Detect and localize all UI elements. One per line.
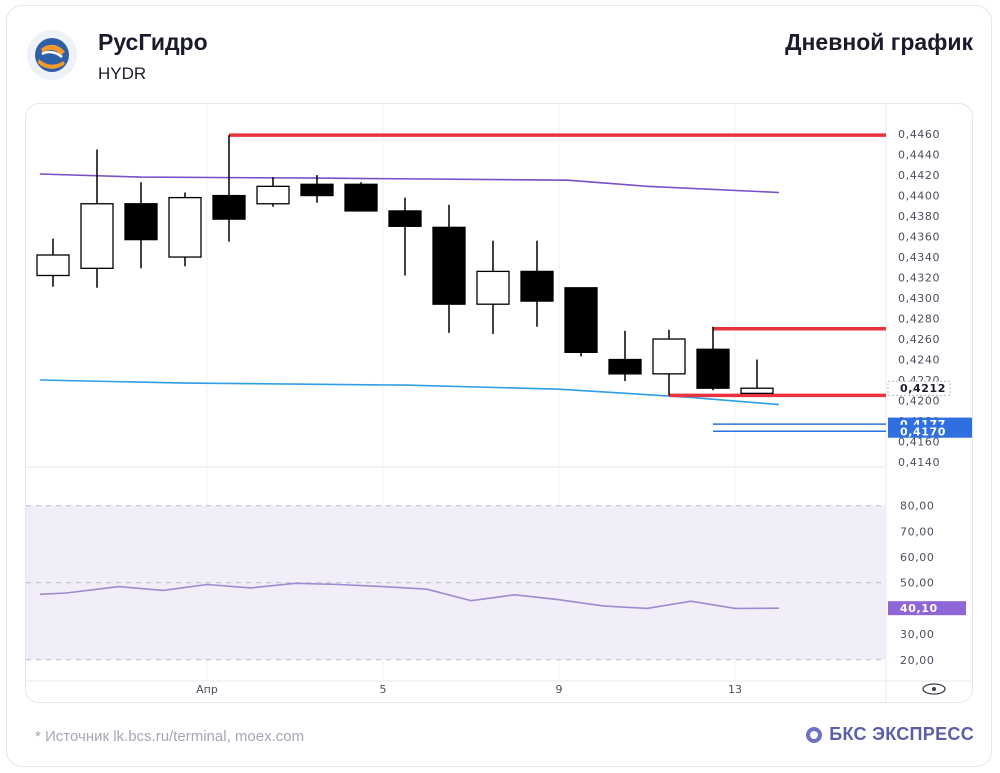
y-tick-label: 0,4160	[898, 436, 940, 449]
candle[interactable]	[608, 330, 642, 382]
header: РусГидро HYDR Дневной график	[0, 0, 1000, 100]
price-chart[interactable]: 0,4460 0,4440 0,4420 0,4400 0,4380 0,4360 0,43…	[26, 104, 973, 703]
candle-body-down	[564, 287, 598, 353]
rsi-tick-label: 50,00	[900, 577, 935, 590]
candle[interactable]	[520, 240, 554, 327]
chart-period-title: Дневной график	[785, 29, 973, 55]
rsi-tick-label: 30,00	[900, 628, 935, 641]
source-note: * Источник lk.bcs.ru/terminal, moex.com	[35, 728, 305, 745]
support-level-badge	[888, 424, 972, 438]
candle[interactable]	[344, 182, 378, 212]
candle-body-down	[388, 210, 422, 227]
y-tick-label: 0,4320	[898, 272, 940, 285]
ticker-symbol: HYDR	[98, 64, 147, 83]
candle[interactable]	[476, 240, 510, 334]
y-tick-label: 0,4420	[898, 169, 940, 182]
y-tick-label: 0,4340	[898, 251, 940, 264]
y-tick-label: 0,4260	[898, 333, 940, 346]
candle-body-up	[740, 387, 774, 394]
candle-body-up	[36, 254, 70, 277]
candle[interactable]	[388, 197, 422, 276]
y-tick-label: 0,4240	[898, 354, 940, 367]
moving-average-lower	[39, 379, 780, 406]
rsi-tick-label: 70,00	[900, 525, 935, 538]
current-price-label: 0,4212	[900, 382, 946, 395]
candle-body-down	[300, 183, 334, 197]
candle[interactable]	[80, 149, 114, 288]
candle[interactable]	[36, 238, 70, 287]
candle[interactable]	[300, 175, 334, 203]
x-tick-label: 13	[728, 683, 742, 696]
candle-body-down	[432, 226, 466, 305]
rsi-tick-label: 80,00	[900, 500, 935, 513]
candle[interactable]	[124, 182, 158, 269]
candle[interactable]	[212, 135, 246, 242]
current-price-badge	[887, 380, 951, 396]
rsi-line	[39, 582, 780, 610]
eye-outline	[922, 683, 946, 695]
rsi-tick-label: 60,00	[900, 551, 935, 564]
candle-body-up	[168, 196, 202, 258]
candle[interactable]	[256, 177, 290, 207]
rsi-tick-label: 20,00	[900, 654, 935, 667]
rsi-value-badge	[888, 601, 966, 616]
candle-body-down	[608, 358, 642, 375]
company-name: РусГидро	[98, 29, 208, 55]
y-tick-label: 0,4300	[898, 292, 940, 305]
support-level-label: 0,4170	[900, 425, 946, 438]
candle-body-down	[344, 183, 378, 212]
y-tick-label: 0,4380	[898, 210, 940, 223]
brand-icon	[806, 726, 823, 743]
candle[interactable]	[168, 192, 202, 267]
y-tick-label: 0,4280	[898, 313, 940, 326]
candle[interactable]	[564, 287, 598, 357]
candle[interactable]	[696, 326, 730, 391]
y-tick-label: 0,4200	[898, 395, 940, 408]
x-tick-label: 9	[556, 683, 563, 696]
candle-body-up	[476, 270, 510, 305]
y-tick-label: 0,4400	[898, 190, 940, 203]
rsi-value-label: 40,10	[900, 602, 938, 615]
candle[interactable]	[432, 204, 466, 333]
candle-body-up	[652, 338, 686, 375]
candle[interactable]	[740, 359, 774, 394]
candle-body-up	[80, 203, 114, 269]
candle-body-down	[212, 194, 246, 220]
eye-icon[interactable]	[922, 683, 946, 695]
eye-pupil	[932, 687, 936, 691]
candle[interactable]	[652, 329, 686, 396]
brand-name: БКС ЭКСПРЕСС	[829, 724, 974, 744]
x-tick-label: 5	[380, 683, 387, 696]
y-tick-label: 0,4360	[898, 231, 940, 244]
rushydro-logo	[27, 30, 77, 80]
candle-body-down	[696, 348, 730, 389]
chart-frame: 0,4460 0,4440 0,4420 0,4400 0,4380 0,4360 0,43…	[25, 103, 973, 703]
y-tick-label: 0,4440	[898, 149, 940, 162]
candle-body-down	[520, 270, 554, 302]
moving-average-upper	[39, 173, 780, 194]
x-tick-label: Апр	[196, 683, 218, 696]
candle-body-down	[124, 203, 158, 241]
candle-body-up	[256, 185, 290, 205]
y-tick-label: 0,4460	[898, 128, 940, 141]
bcs-express-logo: БКС ЭКСПРЕСС	[805, 724, 974, 745]
y-tick-label: 0,4140	[898, 456, 940, 469]
